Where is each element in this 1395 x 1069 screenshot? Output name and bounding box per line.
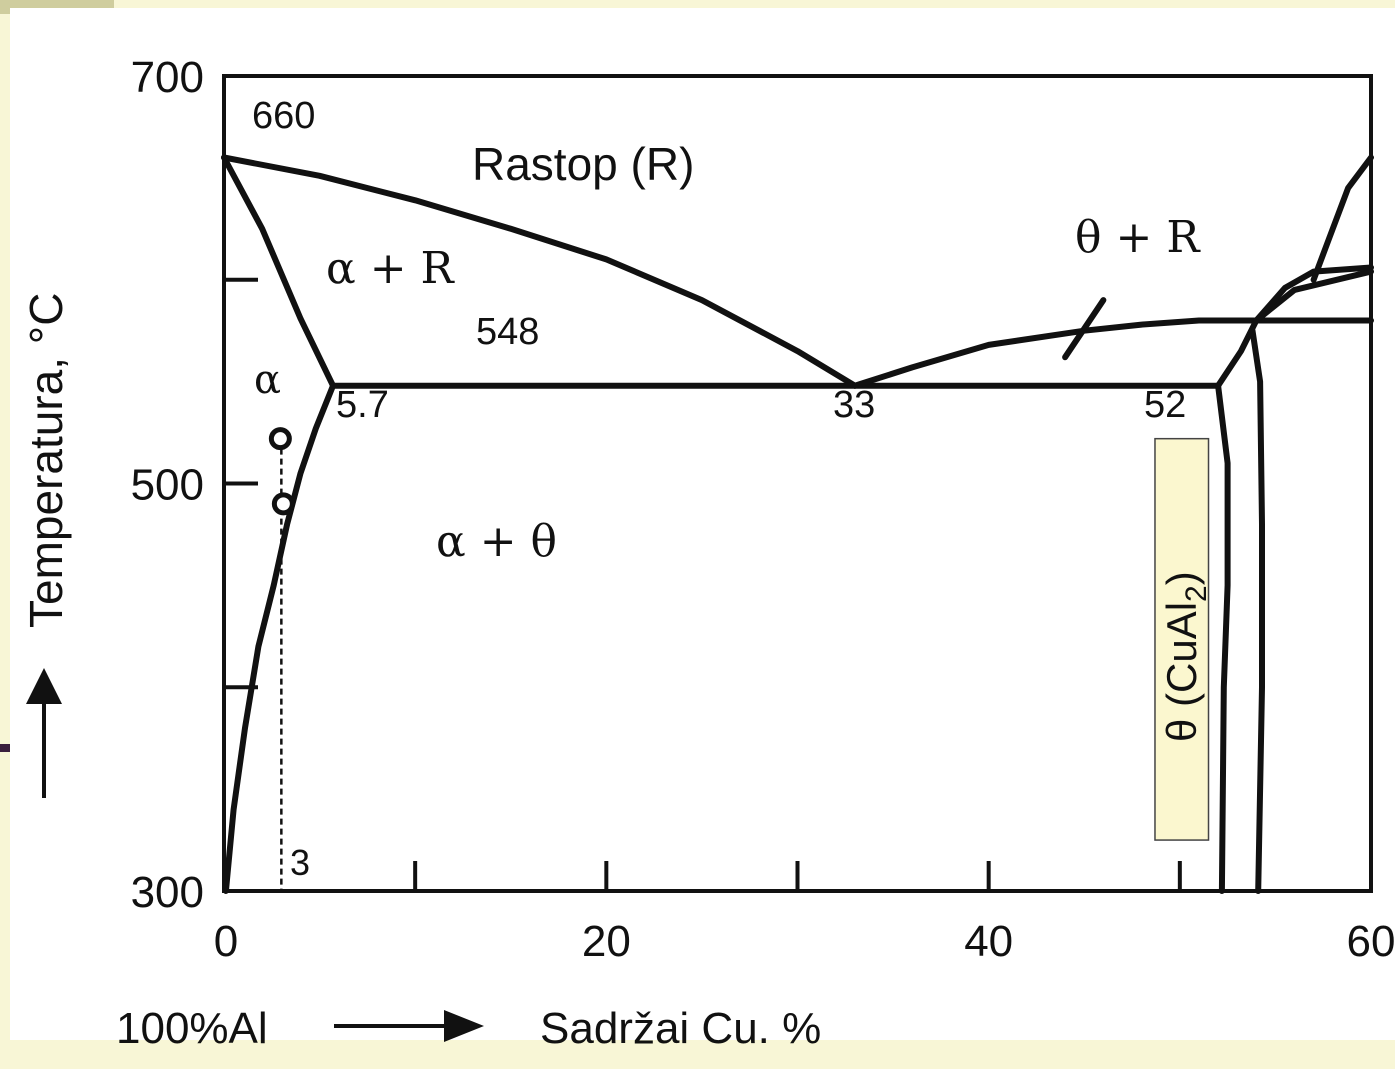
theta-composition-label: 52 <box>1144 384 1186 426</box>
x-tick-label: 60 <box>1347 917 1395 966</box>
alloy-marker <box>268 427 292 451</box>
theta-phase-label: θ (CuAl2) <box>1158 571 1213 742</box>
slide-footer-strip <box>0 1040 1395 1069</box>
y-axis-arrow <box>26 668 62 798</box>
x-tick-label: 20 <box>582 917 631 966</box>
theta-phase-box <box>1154 437 1210 841</box>
y-axis-title: Temperatura, °C <box>20 293 72 628</box>
x-axis-start-label: 100%Al <box>116 1004 268 1053</box>
alpha-max-solubility-label: 5.7 <box>336 384 389 426</box>
curve-theta-melt-tieline <box>1062 297 1107 361</box>
y-tick-label: 500 <box>131 461 204 510</box>
alloy-composition-label: 3 <box>290 842 310 883</box>
curve-liquidus-theta <box>851 317 1374 389</box>
curve-solidus-al <box>221 154 336 389</box>
x-axis-arrow <box>334 1010 484 1042</box>
theta-phase-label-close: ) <box>1158 571 1205 585</box>
theta-phase-label-group: θ (CuAl2) <box>1158 571 1213 742</box>
curve-theta-right-lower <box>1249 327 1265 894</box>
x-tick-label: 40 <box>964 917 1013 966</box>
curve-liquidus-al <box>221 154 858 389</box>
theta-phase-label-main: θ (CuAl <box>1158 602 1205 742</box>
phase-boundaries <box>221 154 1374 894</box>
alloy-marker <box>271 492 295 516</box>
alpha-region-label: α <box>254 357 281 403</box>
curve-theta-left <box>1215 382 1231 894</box>
slide-purple-rule <box>0 744 10 752</box>
curve-theta-right <box>1215 268 1374 389</box>
melt-region-label: Rastop (R) <box>472 138 694 190</box>
y-tick-label: 300 <box>131 868 204 917</box>
theta-phase-box-layer <box>1154 437 1210 841</box>
alpha-melt-region-label: α + R <box>326 243 456 294</box>
curve-solvus-al <box>222 382 336 894</box>
y-axis-title-group: Temperatura, °C <box>20 293 72 628</box>
eutectic-composition-label: 33 <box>833 384 875 426</box>
y-tick-label: 700 <box>131 53 204 102</box>
curve-upper-curve <box>1310 154 1374 283</box>
x-tick-label: 0 <box>214 917 238 966</box>
eutectic-temp-label: 548 <box>476 311 539 353</box>
al-melting-label: 660 <box>252 95 315 137</box>
alpha-theta-region-label: α + θ <box>436 516 557 567</box>
x-axis-title: Sadržai Cu. % <box>540 1004 821 1053</box>
theta-melt-region-label: θ + R <box>1075 212 1201 263</box>
curve-upper-curve-b <box>1253 264 1374 324</box>
axes: 0 20 40 60 300 500 700 <box>131 53 1395 966</box>
theta-phase-label-subscript: 2 <box>1180 585 1213 602</box>
